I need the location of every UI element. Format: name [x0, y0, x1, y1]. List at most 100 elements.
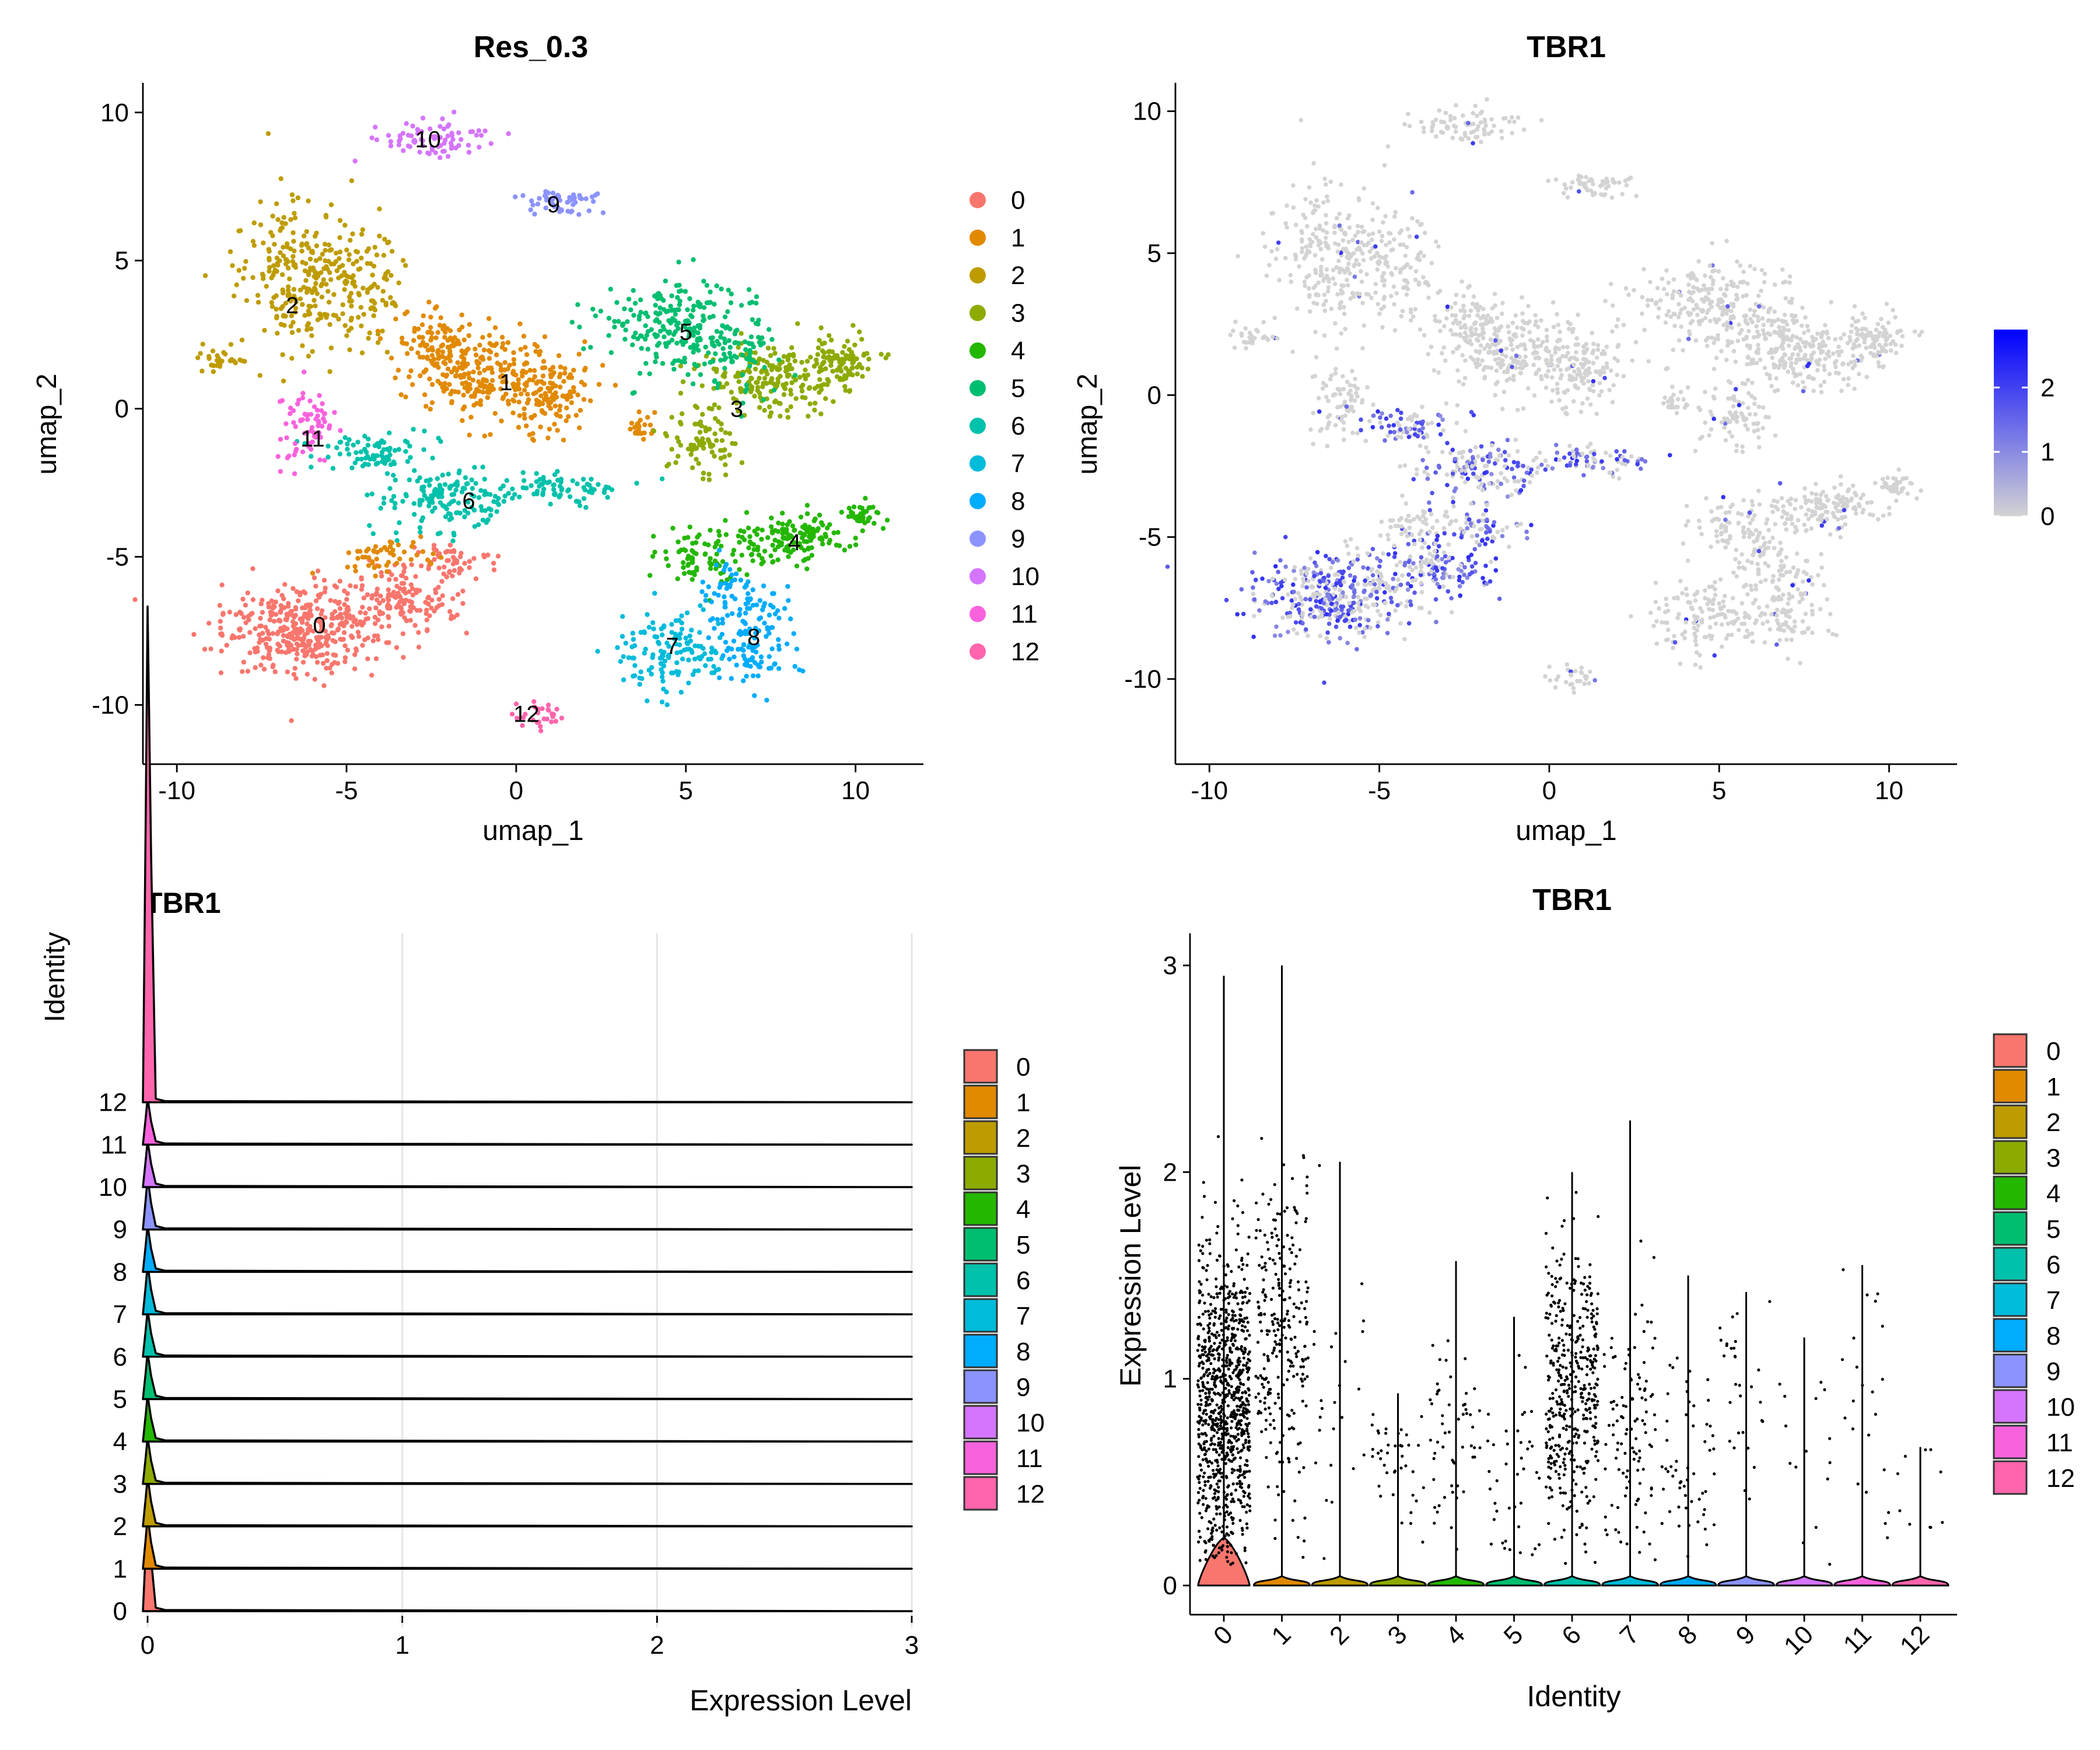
- cell-point: [469, 394, 474, 399]
- cell-point: [1276, 240, 1281, 245]
- cell-point: [1343, 327, 1348, 331]
- cell-point: [1293, 222, 1298, 228]
- cell-point: [425, 330, 430, 335]
- cell-point: [1591, 341, 1596, 346]
- cell-point: [1597, 380, 1602, 386]
- cell-point: [403, 262, 408, 268]
- cell-point: [1373, 290, 1378, 295]
- cell-point: [1314, 235, 1318, 240]
- cell-point: [1750, 380, 1755, 386]
- cell-point: [258, 222, 264, 228]
- cell-point: [1293, 257, 1298, 262]
- cell-point: [712, 302, 717, 307]
- legend-label: 3: [1011, 299, 1025, 328]
- cell-point: [797, 667, 802, 673]
- cell-point: [1370, 573, 1376, 578]
- cell-point: [651, 534, 656, 539]
- cell-point: [1347, 225, 1352, 230]
- cell-point: [336, 275, 341, 281]
- legend-dot: [970, 530, 986, 547]
- cell-point: [654, 354, 659, 360]
- cluster-umap-title: Res_0.3: [474, 30, 589, 64]
- cell-point: [450, 339, 456, 344]
- cell-point: [265, 131, 271, 136]
- cell-point: [785, 357, 790, 363]
- cell-point: [558, 403, 563, 409]
- cell-point: [695, 330, 701, 335]
- cell-point: [318, 643, 324, 649]
- cell-point: [342, 323, 348, 328]
- cell-point: [386, 602, 391, 607]
- cell-point: [454, 612, 460, 618]
- cell-point: [1585, 396, 1590, 401]
- cell-point: [200, 341, 205, 347]
- cell-point: [750, 317, 755, 323]
- cell-point: [1551, 324, 1556, 330]
- cell-point: [1390, 272, 1395, 277]
- cell-point: [330, 638, 335, 643]
- cell-point: [1513, 365, 1518, 370]
- cell-point: [320, 251, 325, 257]
- cell-point: [589, 477, 594, 482]
- cell-point: [1758, 357, 1763, 362]
- cell-point: [1326, 573, 1331, 578]
- cell-point: [365, 656, 370, 662]
- cell-point: [1370, 231, 1376, 236]
- cell-point: [1511, 377, 1516, 383]
- cell-point: [1557, 398, 1562, 402]
- cell-point: [365, 290, 370, 295]
- cell-point: [444, 326, 450, 331]
- cell-point: [1483, 541, 1488, 547]
- cell-point: [445, 133, 450, 139]
- cell-point: [318, 628, 324, 634]
- feature-umap-title: TBR1: [1527, 30, 1606, 64]
- cell-point: [717, 675, 722, 681]
- cell-point: [275, 588, 281, 594]
- cell-point: [634, 481, 639, 486]
- cell-point: [1380, 274, 1385, 279]
- cell-point: [690, 548, 695, 554]
- cell-point: [282, 323, 287, 328]
- cell-point: [1363, 578, 1367, 583]
- cell-point: [785, 522, 790, 527]
- cell-point: [289, 356, 295, 361]
- cell-point: [1420, 545, 1424, 550]
- cell-point: [1304, 571, 1310, 576]
- cell-point: [839, 509, 845, 515]
- cell-point: [1354, 247, 1359, 252]
- cell-point: [659, 699, 665, 705]
- cell-point: [1555, 390, 1560, 396]
- x-tick-label: -5: [335, 776, 358, 805]
- cell-point: [794, 564, 800, 569]
- cell-point: [671, 366, 677, 372]
- cell-point: [682, 355, 687, 361]
- cell-point: [487, 356, 492, 361]
- cell-point: [720, 346, 726, 351]
- cell-point: [804, 566, 810, 572]
- cell-point: [1564, 367, 1569, 372]
- cell-point: [1382, 256, 1387, 261]
- cell-point: [1352, 251, 1356, 256]
- cell-point: [1483, 564, 1488, 568]
- cell-point: [872, 520, 877, 526]
- cell-point: [626, 296, 632, 302]
- cell-point: [768, 380, 773, 385]
- cell-point: [387, 577, 392, 582]
- cell-point: [1470, 302, 1475, 306]
- cell-point: [775, 557, 780, 562]
- cell-point: [407, 598, 412, 604]
- cell-point: [1520, 366, 1525, 370]
- cell-point: [442, 381, 447, 386]
- cell-point: [396, 447, 401, 452]
- cell-point: [691, 570, 696, 575]
- cell-point: [342, 287, 347, 292]
- cell-point: [250, 597, 256, 603]
- cell-point: [1590, 331, 1594, 335]
- cell-point: [472, 465, 477, 470]
- cell-point: [324, 282, 329, 287]
- cell-point: [859, 337, 864, 342]
- cell-point: [273, 612, 279, 617]
- cell-point: [477, 370, 482, 376]
- cell-point: [1408, 554, 1413, 559]
- cell-point: [1389, 248, 1394, 253]
